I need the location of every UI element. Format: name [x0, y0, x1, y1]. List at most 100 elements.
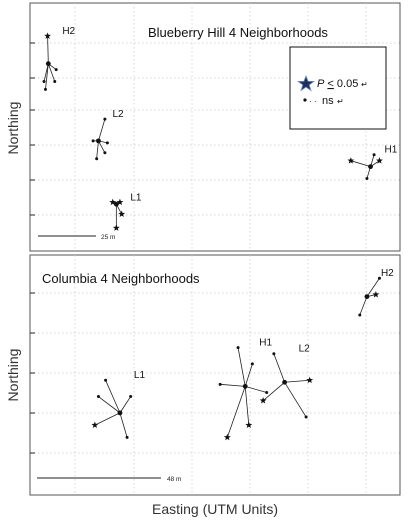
- blueberry-hill-panel: Blueberry Hill 4 Neighborhoods H2L2L1H1 …: [5, 2, 401, 252]
- spoke-line: [244, 386, 250, 426]
- plot-area: H2 L1 H1 L2: [91, 268, 394, 441]
- spoke-line: [359, 296, 368, 316]
- ns-point: [105, 141, 109, 145]
- legend-sig-label: P < 0.05: [317, 78, 358, 90]
- significant-point-star-icon: [116, 198, 124, 206]
- significant-point-star-icon: [109, 198, 117, 206]
- significant-point-star-icon: [112, 224, 120, 231]
- centroid-point: [113, 201, 119, 207]
- significant-point-star-icon: [223, 433, 231, 441]
- spoke-line: [119, 396, 131, 414]
- ns-point: [304, 415, 308, 419]
- neighborhood-label: H2: [62, 26, 75, 37]
- scale-bar-label: 48 m: [167, 476, 181, 483]
- ns-point: [103, 151, 107, 155]
- ns-point: [95, 157, 99, 161]
- significant-point-star-icon: [259, 397, 267, 404]
- panel-frame: [29, 254, 401, 496]
- centroid-point: [282, 379, 287, 385]
- legend-ns-dots-mark: · ·: [309, 97, 317, 106]
- spoke-line: [262, 381, 285, 401]
- scale-bar-label: 25 m: [101, 234, 115, 241]
- neighborhood-label: H1: [259, 338, 272, 349]
- spoke-line: [105, 380, 121, 414]
- ns-point: [54, 68, 58, 72]
- neighborhood-l1: L1: [91, 370, 145, 439]
- spoke-line: [226, 386, 246, 438]
- spoke-line: [244, 363, 253, 387]
- spoke-line: [220, 383, 246, 387]
- neighborhood-l2: L2: [91, 109, 124, 161]
- spoke-line: [350, 160, 371, 168]
- neighborhood-l1: L1: [109, 192, 142, 231]
- spoke-line: [47, 35, 49, 64]
- spoke-line: [366, 278, 380, 297]
- spoke-line: [284, 382, 307, 418]
- x-axis-label: Easting (UTM Units): [152, 501, 278, 517]
- spoke-line: [98, 396, 121, 414]
- neighborhood-l2: L2: [259, 344, 314, 419]
- spoke-line: [245, 385, 267, 393]
- spoke-line: [119, 412, 128, 438]
- plot-area: H2 L2 L1 H1: [42, 26, 398, 231]
- ns-point: [129, 395, 133, 399]
- significant-point-star-icon: [347, 157, 355, 164]
- ns-point: [104, 378, 108, 382]
- ns-point: [91, 139, 95, 143]
- legend-sig-return-mark: ↵: [361, 80, 368, 89]
- ns-point: [272, 352, 276, 356]
- ns-point: [42, 79, 46, 83]
- centroid-point: [96, 138, 101, 144]
- panel-title: Columbia 4 Neighborhoods: [42, 271, 200, 286]
- significant-point-star-icon: [91, 421, 99, 429]
- spoke-line: [45, 63, 49, 90]
- centroid-point: [45, 61, 51, 67]
- spoke-line: [273, 353, 285, 383]
- neighborhood-h1: H1: [218, 338, 272, 441]
- ns-point: [53, 79, 57, 83]
- centroid-point: [364, 294, 370, 299]
- significant-point-star-icon: [118, 210, 126, 218]
- ns-point: [250, 362, 254, 366]
- significant-point-star-icon: [372, 290, 380, 298]
- spoke-line: [96, 140, 99, 159]
- significant-point-star-icon: [376, 157, 383, 164]
- centroid-point: [242, 383, 248, 389]
- legend-ns-label: ns: [322, 95, 334, 107]
- neighborhood-h2: H2: [42, 26, 76, 91]
- ns-point: [125, 435, 129, 439]
- legend-sig-star-icon: [296, 74, 316, 92]
- ns-point: [43, 87, 47, 91]
- centroid-point: [368, 164, 373, 170]
- y-axis-ticks: [30, 42, 35, 216]
- significant-point-star-icon: [245, 421, 253, 429]
- neighborhood-label: H1: [385, 145, 398, 156]
- y-axis-ticks: [30, 292, 35, 454]
- centroid-point: [117, 410, 123, 416]
- ns-point: [236, 346, 240, 350]
- spoke-line: [94, 412, 121, 426]
- legend: P < 0.05 ↵ · · ns ↵: [289, 46, 387, 130]
- neighborhood-h2: H2: [358, 268, 394, 317]
- columbia-panel: Columbia 4 Neighborhoods H2 L1 H1 L2 48 m N…: [5, 254, 401, 496]
- spoke-line: [47, 63, 56, 82]
- ns-point: [372, 153, 376, 157]
- spoke-line: [98, 118, 106, 141]
- neighborhood-label: L1: [134, 370, 146, 381]
- ns-point: [358, 313, 362, 317]
- significant-point-star-icon: [44, 32, 52, 39]
- ns-point: [265, 390, 269, 394]
- legend-ns-dot: [303, 98, 307, 102]
- ns-point: [103, 117, 107, 121]
- ns-point: [96, 395, 100, 399]
- significant-point-star-icon: [306, 376, 314, 384]
- y-axis-label: Northing: [5, 349, 21, 402]
- neighborhood-label: H2: [381, 268, 394, 279]
- legend-box: [289, 46, 387, 130]
- spoke-line: [237, 347, 246, 387]
- y-axis-label: Northing: [5, 102, 21, 155]
- spoke-line: [284, 379, 310, 383]
- ns-point: [365, 177, 369, 180]
- neighborhood-label: L2: [112, 109, 124, 120]
